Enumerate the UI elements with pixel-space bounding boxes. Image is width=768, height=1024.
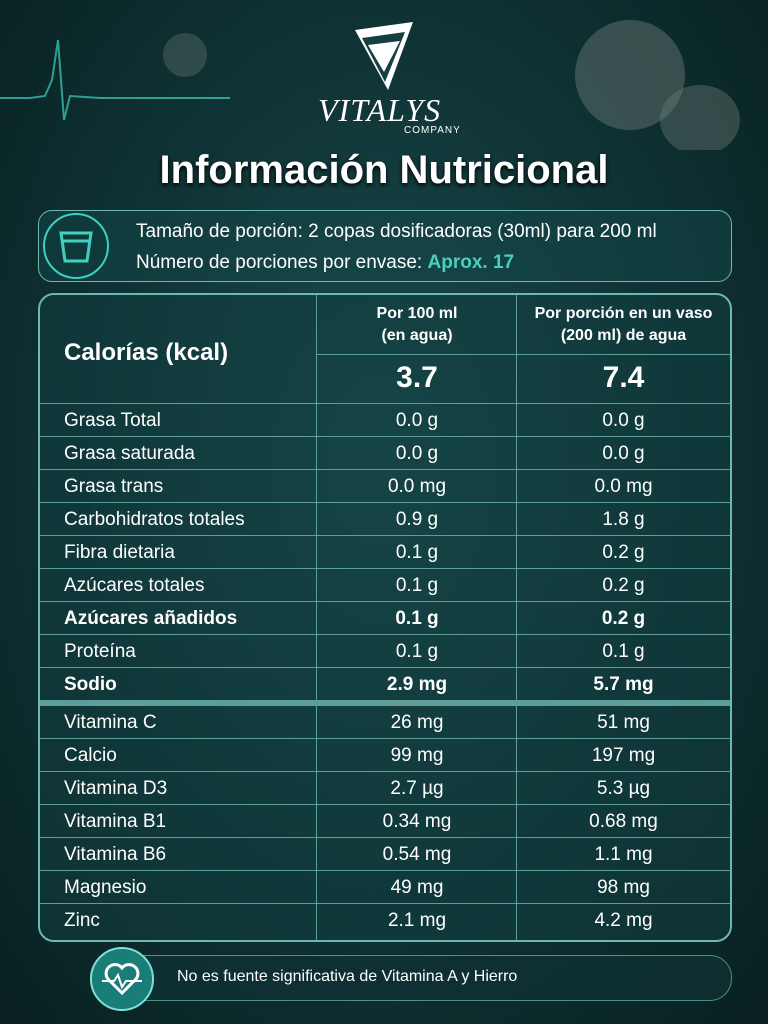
nutrient-name: Vitamina B1 bbox=[64, 811, 167, 832]
column-divider bbox=[516, 295, 517, 940]
per-100-value: 2.1 mg bbox=[387, 910, 447, 931]
table-row: Vitamina B6 0.54 mg 1.1 mg bbox=[40, 837, 730, 871]
col2-header: Por porción en un vaso (200 ml) de agua bbox=[517, 303, 730, 347]
per-100-value: 0.0 g bbox=[395, 443, 439, 464]
calories-value: 3.7 bbox=[396, 361, 438, 394]
per-100-value: 0.1 g bbox=[395, 608, 439, 629]
per-serving-value: 0.68 mg bbox=[589, 811, 658, 832]
nutrient-name: Vitamina B6 bbox=[64, 844, 167, 865]
per-serving-value: 5.3 µg bbox=[596, 778, 651, 799]
table-row: Fibra dietaria 0.1 g 0.2 g bbox=[40, 535, 730, 569]
nutrient-name: Grasa saturada bbox=[64, 443, 195, 464]
nutrient-name: Zinc bbox=[64, 910, 100, 931]
per-serving-value: 4.2 mg bbox=[594, 910, 653, 931]
serving-count-label: Número de porciones por envase: bbox=[136, 252, 423, 273]
serving-count-value: Aprox. 17 bbox=[427, 252, 515, 273]
per-100-value: 99 mg bbox=[390, 745, 444, 766]
per-serving-value: 0.0 g bbox=[602, 410, 645, 431]
nutrient-name: Grasa Total bbox=[64, 410, 161, 431]
per-serving-value: 5.7 mg bbox=[593, 674, 654, 695]
serving-box: Tamaño de porción: 2 copas dosificadoras… bbox=[38, 210, 732, 282]
section-divider bbox=[40, 700, 730, 705]
nutrient-name: Calcio bbox=[64, 745, 117, 766]
decoration bbox=[0, 20, 740, 150]
nutrient-name: Vitamina C bbox=[64, 712, 157, 733]
header-line: (en agua) bbox=[381, 327, 453, 344]
per-100-value: 26 mg bbox=[390, 712, 444, 733]
table-row: Azúcares totales 0.1 g 0.2 g bbox=[40, 568, 730, 602]
per-100-value: 2.7 µg bbox=[390, 778, 444, 799]
header-line: Por porción en un vaso bbox=[534, 305, 713, 322]
per-100-value: 0.1 g bbox=[395, 575, 439, 596]
table-row: Proteína 0.1 g 0.1 g bbox=[40, 634, 730, 668]
table-row: Grasa Total 0.0 g 0.0 g bbox=[40, 403, 730, 437]
table-row: Zinc 2.1 mg 4.2 mg bbox=[40, 903, 730, 937]
per-serving-value: 0.2 g bbox=[602, 575, 645, 596]
serving-count: Número de porciones por envase: Aprox. 1… bbox=[136, 252, 514, 274]
table-row: Vitamina D3 2.7 µg 5.3 µg bbox=[40, 771, 730, 805]
per-serving-value: 0.2 g bbox=[602, 542, 645, 563]
table-row: Vitamina C 26 mg 51 mg bbox=[40, 705, 730, 739]
table-row: Carbohidratos totales 0.9 g 1.8 g bbox=[40, 502, 730, 536]
table-row: Magnesio 49 mg 98 mg bbox=[40, 870, 730, 904]
nutrient-name: Proteína bbox=[64, 641, 136, 662]
per-serving-value: 1.1 mg bbox=[594, 844, 653, 865]
per-serving-value: 0.0 g bbox=[602, 443, 645, 464]
nutrient-name: Fibra dietaria bbox=[64, 542, 175, 563]
table-row: Grasa trans 0.0 mg 0.0 mg bbox=[40, 469, 730, 503]
nutrient-name: Azúcares totales bbox=[64, 575, 205, 596]
serving-size: Tamaño de porción: 2 copas dosificadoras… bbox=[136, 221, 657, 242]
per-100-value: 0.54 mg bbox=[382, 844, 452, 865]
per-100-value: 0.1 g bbox=[395, 641, 439, 662]
title: Información Nutricional bbox=[159, 148, 609, 192]
per-serving-value: 98 mg bbox=[597, 877, 650, 898]
nutrient-name: Grasa trans bbox=[64, 476, 164, 497]
heart-icon bbox=[90, 947, 154, 1011]
per-serving-value: 0.2 g bbox=[601, 608, 646, 629]
footnote: No es fuente significativa de Vitamina A… bbox=[177, 968, 518, 985]
per-100-value: 0.0 g bbox=[395, 410, 439, 431]
per-100-value: 0.34 mg bbox=[382, 811, 452, 832]
header-line: (200 ml) de agua bbox=[560, 327, 687, 344]
brand-name: VITALYS bbox=[318, 92, 442, 128]
per-100-value: 0.0 mg bbox=[387, 476, 447, 497]
table-row: Calcio 99 mg 197 mg bbox=[40, 738, 730, 772]
nutrient-name: Vitamina D3 bbox=[64, 778, 168, 799]
nutrient-name: Sodio bbox=[64, 674, 117, 695]
per-100-value: 0.9 g bbox=[395, 509, 439, 530]
column-divider bbox=[316, 295, 317, 940]
per-serving-value: 1.8 g bbox=[602, 509, 645, 530]
nutrition-table: Calorías (kcal) Por 100 ml (en agua) Por … bbox=[38, 293, 732, 942]
calories-value: 7.4 bbox=[602, 361, 645, 394]
table-row: Vitamina B1 0.34 mg 0.68 mg bbox=[40, 804, 730, 838]
table-row: Azúcares añadidos 0.1 g 0.2 g bbox=[40, 601, 730, 635]
brand-sub: COMPANY bbox=[404, 125, 461, 136]
per-serving-value: 0.0 mg bbox=[594, 476, 653, 497]
serving-icon bbox=[43, 213, 109, 279]
col1-header: Por 100 ml (en agua) bbox=[317, 303, 517, 347]
per-serving-value: 197 mg bbox=[591, 745, 656, 766]
per-serving-value: 0.1 g bbox=[602, 641, 645, 662]
header-line: Por 100 ml bbox=[376, 305, 458, 322]
header-divider bbox=[317, 354, 730, 355]
nutrient-name: Azúcares añadidos bbox=[64, 608, 238, 629]
table-row: Grasa saturada 0.0 g 0.0 g bbox=[40, 436, 730, 470]
nutrient-name: Magnesio bbox=[64, 877, 147, 898]
per-serving-value: 51 mg bbox=[597, 712, 650, 733]
calories-label: Calorías (kcal) bbox=[64, 339, 229, 366]
per-100-value: 0.1 g bbox=[395, 542, 439, 563]
nutrient-name: Carbohidratos totales bbox=[64, 509, 245, 530]
per-100-value: 49 mg bbox=[390, 877, 444, 898]
per-100-value: 2.9 mg bbox=[386, 674, 448, 695]
footnote-box: No es fuente significativa de Vitamina A… bbox=[90, 955, 732, 1001]
table-row: Sodio 2.9 mg 5.7 mg bbox=[40, 667, 730, 701]
